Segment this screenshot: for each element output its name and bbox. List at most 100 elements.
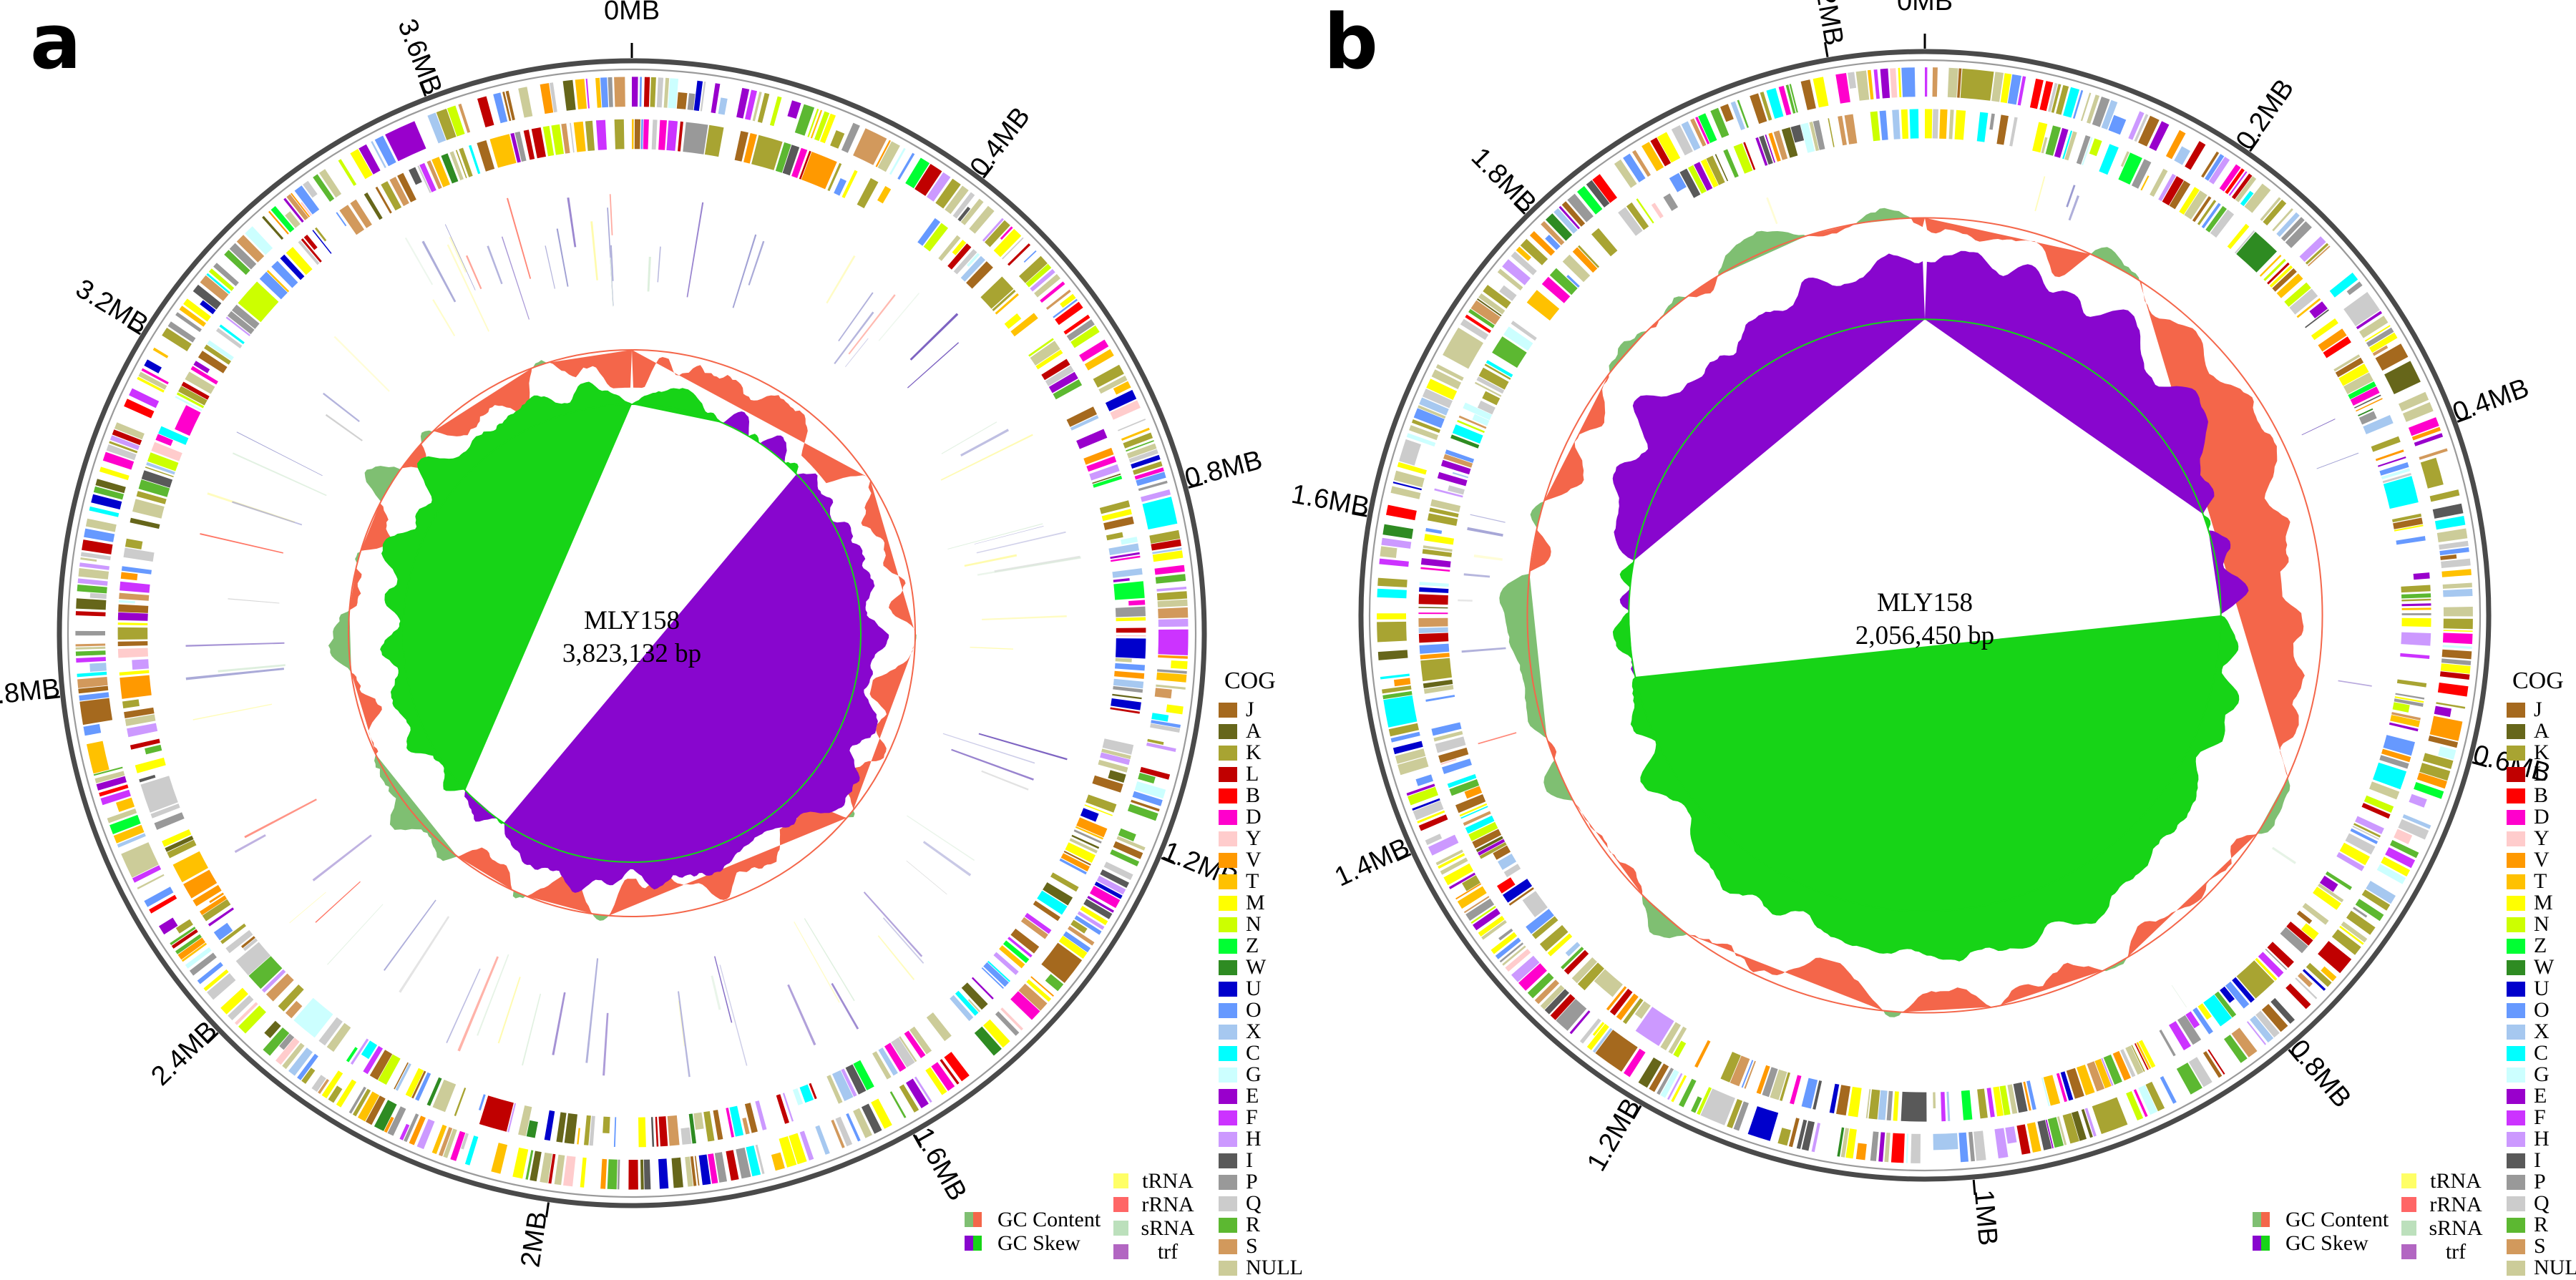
svg-text:1.8MB: 1.8MB	[1465, 142, 1542, 219]
cog-letter-label: H	[2534, 1127, 2550, 1150]
svg-text:0.8MB: 0.8MB	[1182, 445, 1266, 494]
cog-legend-item-M: M	[1219, 891, 1303, 914]
gc-label: GC Content	[997, 1207, 1101, 1231]
svg-text:3.6MB: 3.6MB	[391, 15, 448, 99]
cog-swatch-A	[1219, 723, 1237, 739]
cog-letter-label: F	[2534, 1105, 2546, 1129]
rna-swatch-rRNA	[2401, 1197, 2416, 1212]
cog-swatch-L	[1219, 766, 1237, 782]
rna-legend-item-tRNA: tRNA	[1113, 1169, 1199, 1193]
rna-legend-item-trf: trf	[1113, 1240, 1199, 1264]
cog-legend-item-G: G	[2507, 1062, 2576, 1086]
rna-legend-item-rRNA: rRNA	[2401, 1193, 2487, 1216]
svg-text:1.2MB: 1.2MB	[1581, 1093, 1646, 1176]
svg-text:2.4MB: 2.4MB	[145, 1015, 223, 1092]
cog-letter-label: NULL	[2534, 1256, 2576, 1279]
cog-letter-label: L	[1246, 762, 1259, 786]
cog-swatch-H	[1219, 1131, 1237, 1147]
svg-text:0.2MB: 0.2MB	[2230, 74, 2300, 155]
gc-swatch-half	[2253, 1212, 2261, 1227]
gc-swatch	[2253, 1236, 2270, 1251]
cog-letter-label: E	[1246, 1084, 1259, 1108]
cog-letter-label: X	[1246, 1020, 1262, 1043]
cog-letter-label: Y	[1246, 826, 1262, 850]
center-genome-size: 3,823,132 bp	[562, 639, 701, 668]
rna-feature-ring	[185, 194, 1081, 1078]
cog-swatch-X	[2507, 1024, 2525, 1040]
cog-legend-item-B: B	[2507, 783, 2576, 807]
cog-letter-label: Q	[2534, 1191, 2550, 1215]
cog-swatch-V	[1219, 852, 1237, 868]
cog-legend-item-H: H	[2507, 1127, 2576, 1150]
cog-swatch-K	[2507, 745, 2525, 761]
cog-swatch-Z	[1219, 938, 1237, 954]
panel-label-b: b	[1324, 0, 1378, 86]
cog-swatch-F	[2507, 1110, 2525, 1125]
outer-ring	[1358, 49, 2492, 1182]
cog-swatch-NULL	[1219, 1260, 1237, 1276]
cog-letter-label: U	[1246, 977, 1262, 1000]
cog-legend-item-D: D	[1219, 805, 1303, 829]
gc-legend-item: GC Content	[2253, 1208, 2389, 1231]
cog-letter-label: K	[1246, 741, 1262, 764]
cog-legend-item-E: E	[2507, 1084, 2576, 1108]
cog-legend-item-Q: Q	[1219, 1191, 1303, 1215]
gc-skew-ring	[1612, 250, 2249, 962]
rna-label: sRNA	[1141, 1216, 1195, 1240]
cog-legend-item-Z: Z	[2507, 934, 2576, 957]
cog-letter-label: W	[2534, 955, 2555, 979]
rna-legend-item-tRNA: tRNA	[2401, 1169, 2487, 1193]
cog-legend-item-R: R	[2507, 1213, 2576, 1236]
cog-letter-label: V	[1246, 848, 1262, 871]
svg-text:2MB: 2MB	[515, 1210, 553, 1269]
cog-legend-item-O: O	[1219, 998, 1303, 1022]
svg-text:1MB: 1MB	[1968, 1188, 2004, 1246]
cog-letter-label: C	[1246, 1041, 1261, 1065]
cog-letter-label: NULL	[1246, 1256, 1303, 1279]
cog-letter-label: D	[2534, 805, 2550, 829]
cog-letter-label: K	[2534, 741, 2550, 764]
cog-legend-title: COG	[1224, 668, 1276, 694]
cog-legend-item-B: B	[1219, 783, 1303, 807]
cog-legend-item-D: D	[2507, 805, 2576, 829]
gc-legend-item: GC Skew	[965, 1231, 1101, 1255]
cog-swatch-T	[1219, 874, 1237, 889]
cog-swatch-C	[2507, 1045, 2525, 1061]
cog-letter-label: W	[1246, 955, 1267, 979]
rna-swatch-trf	[2401, 1244, 2416, 1259]
gc-swatch-half	[965, 1212, 973, 1227]
rna-swatch-sRNA	[1113, 1221, 1128, 1236]
cog-legend-item-Y: Y	[2507, 826, 2576, 850]
cog-letter-label: F	[1246, 1105, 1258, 1129]
outer-ring-inner-line	[67, 68, 1197, 1198]
cog-letter-label: P	[1246, 1170, 1258, 1193]
cog-swatch-Q	[2507, 1196, 2525, 1211]
gc-legend-b: GC Content GC Skew	[2253, 1208, 2389, 1255]
cog-legend-item-S: S	[1219, 1234, 1303, 1258]
cog-swatch-F	[1219, 1110, 1237, 1125]
cog-letter-label: T	[2534, 869, 2547, 893]
cog-swatch-Y	[1219, 831, 1237, 846]
cog-letter-label: Y	[2534, 826, 2550, 850]
cog-legend-a: COG J A K L B D Y V T M N Z W U O X C G E F H I P Q R S NULL	[1219, 668, 1303, 1279]
cog-swatch-N	[1219, 917, 1237, 932]
cog-letter-label: J	[1246, 698, 1254, 721]
cog-legend-item-C: C	[2507, 1041, 2576, 1065]
cog-letter-label: Z	[1246, 934, 1259, 957]
cog-letter-label: Q	[1246, 1191, 1262, 1215]
cog-letter-label: I	[2534, 1148, 2541, 1172]
svg-text:2.8MB: 2.8MB	[0, 673, 62, 712]
svg-text:1.4MB: 1.4MB	[1330, 832, 1414, 892]
cog-legend-item-U: U	[1219, 977, 1303, 1000]
rna-legend-b: tRNA rRNA sRNA trf	[2401, 1169, 2487, 1264]
cog-letter-label: J	[2534, 698, 2542, 721]
cog-swatch-U	[1219, 981, 1237, 997]
cog-swatch-K	[1219, 745, 1237, 761]
cog-legend-item-H: H	[1219, 1127, 1303, 1150]
cog-letter-label: R	[1246, 1213, 1261, 1236]
cog-ring-reverse	[1418, 109, 2431, 1122]
gc-swatch	[2253, 1212, 2270, 1227]
rna-label: rRNA	[1141, 1192, 1194, 1216]
cog-legend-item-M: M	[2507, 891, 2576, 914]
gc-swatch-half	[2261, 1236, 2270, 1251]
